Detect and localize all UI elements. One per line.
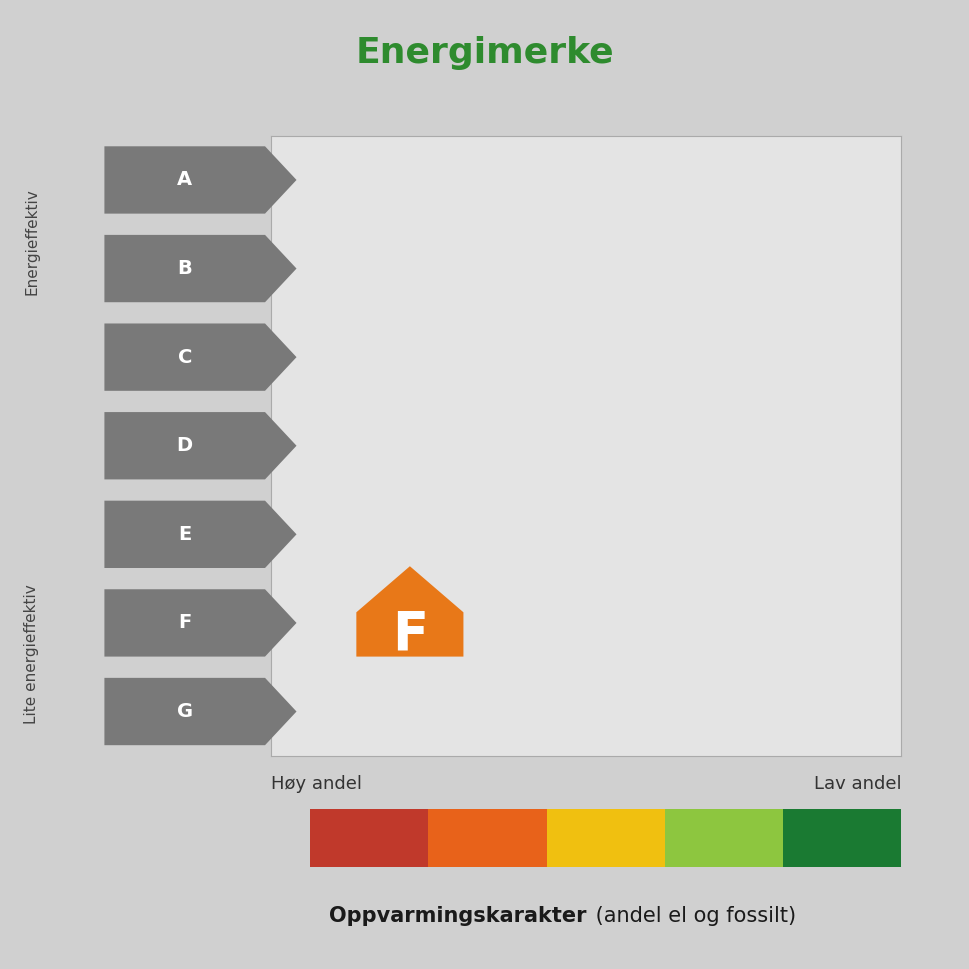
Text: C: C <box>177 348 192 366</box>
Text: F: F <box>391 609 428 661</box>
Text: Høy andel: Høy andel <box>271 775 362 794</box>
Polygon shape <box>357 566 463 657</box>
Bar <box>310 809 428 867</box>
Polygon shape <box>105 412 297 480</box>
Text: Energimerke: Energimerke <box>356 36 613 70</box>
Bar <box>783 809 901 867</box>
Polygon shape <box>105 234 297 302</box>
Text: E: E <box>178 525 191 544</box>
Polygon shape <box>105 589 297 657</box>
Text: B: B <box>177 259 192 278</box>
Text: Lite energieffektiv: Lite energieffektiv <box>24 584 40 724</box>
Text: (andel el og fossilt): (andel el og fossilt) <box>589 906 797 925</box>
Bar <box>665 809 783 867</box>
Polygon shape <box>105 501 297 568</box>
Text: G: G <box>176 702 193 721</box>
Text: Energieffektiv: Energieffektiv <box>24 189 40 296</box>
Text: A: A <box>177 171 192 190</box>
Text: D: D <box>176 436 193 455</box>
Polygon shape <box>105 678 297 745</box>
Bar <box>547 809 665 867</box>
Bar <box>428 809 547 867</box>
Text: Lav andel: Lav andel <box>814 775 901 794</box>
Text: F: F <box>178 613 191 633</box>
Text: Oppvarmingskarakter: Oppvarmingskarakter <box>328 906 586 925</box>
Polygon shape <box>105 324 297 391</box>
Polygon shape <box>105 146 297 213</box>
